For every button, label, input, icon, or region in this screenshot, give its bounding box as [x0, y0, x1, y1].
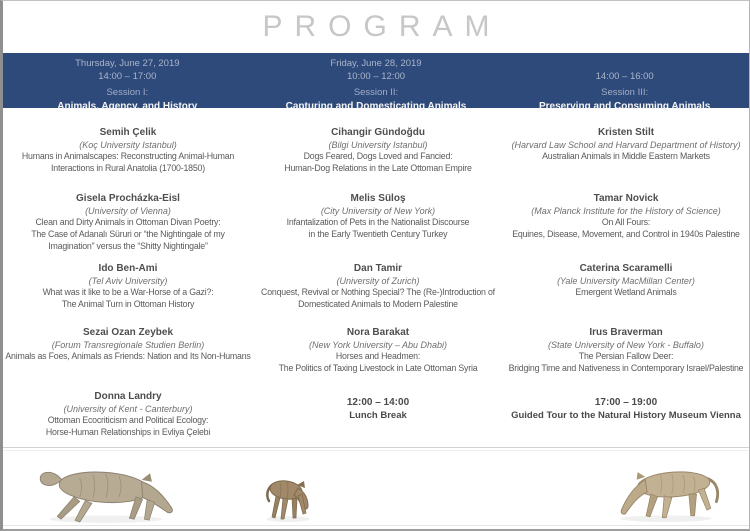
speaker-affiliation: (University of Zurich)	[336, 276, 420, 286]
talk-donna-landry: Donna Landry (University of Kent - Cante…	[3, 390, 253, 447]
speaker-affiliation: (Tel Aviv University)	[88, 276, 168, 286]
guided-tour-time: 17:00 – 19:00	[594, 397, 658, 408]
talk-title: On All Fours: Equines, Disease, Movement…	[512, 217, 740, 240]
talk-gisela-prochazka-eisl: Gisela Procházka-Eisl (University of Vie…	[3, 192, 253, 262]
speaker-affiliation: (University of Vienna)	[85, 206, 171, 216]
divider-line	[3, 525, 749, 526]
speaker-name: Sezai Ozan Zeybek	[82, 327, 174, 338]
guided-tour-label: Guided Tour to the Natural History Museu…	[511, 410, 741, 421]
program-row-5: Donna Landry (University of Kent - Cante…	[3, 390, 749, 447]
title-band: PROGRAM	[3, 1, 749, 53]
talk-sezai-ozan-zeybek: Sezai Ozan Zeybek (Forum Transregionale …	[3, 326, 253, 390]
divider-line	[3, 450, 749, 451]
session-header-bar: Thursday, June 27, 2019 14:00 – 17:00 Se…	[3, 53, 749, 112]
emaciated-dog-center-illustration	[266, 480, 310, 522]
talk-ido-ben-ami: Ido Ben-Ami (Tel Aviv University) What w…	[3, 262, 253, 326]
emaciated-dog-left-illustration	[39, 471, 173, 523]
speaker-affiliation: (Forum Transregionale Studien Berlin)	[51, 340, 205, 350]
session-label: Session III:	[601, 87, 649, 98]
speaker-affiliation: (Max Planck Institute for the History of…	[531, 206, 721, 216]
session-date: Friday, June 28, 2019	[330, 58, 422, 69]
program-row-2: Gisela Procházka-Eisl (University of Vie…	[3, 192, 749, 262]
talk-semih-celik: Semih Çelik (Koç University Istanbul) Hu…	[3, 126, 253, 192]
emaciated-dog-right-illustration	[620, 471, 720, 522]
talk-title: Australian Animals in Middle Eastern Mar…	[542, 151, 710, 162]
talk-tamar-novick: Tamar Novick (Max Planck Institute for t…	[503, 192, 749, 262]
speaker-affiliation: (City University of New York)	[320, 206, 436, 216]
talk-title: Humans in Animalscapes: Reconstructing A…	[21, 151, 235, 174]
program-grid: Semih Çelik (Koç University Istanbul) Hu…	[3, 108, 749, 447]
talk-title: Clean and Dirty Animals in Ottoman Divan…	[31, 217, 225, 251]
speaker-name: Ido Ben-Ami	[98, 263, 158, 274]
session-header-thursday: Thursday, June 27, 2019 14:00 – 17:00 Se…	[3, 58, 252, 114]
lunch-break-time: 12:00 – 14:00	[346, 397, 410, 408]
talk-title: What was it like to be a War-Horse of a …	[42, 287, 214, 310]
speaker-affiliation: (Koç University Istanbul)	[79, 140, 177, 150]
speaker-name: Donna Landry	[94, 391, 162, 402]
talk-title: Horses and Headmen: The Politics of Taxi…	[278, 351, 478, 374]
program-row-1: Semih Çelik (Koç University Istanbul) Hu…	[3, 126, 749, 192]
talk-melis-sulos: Melis Süloş (City University of New York…	[253, 192, 503, 262]
speaker-affiliation: (State University of New York - Buffalo)	[548, 340, 704, 350]
page-title: PROGRAM	[262, 10, 502, 43]
talk-title: The Persian Fallow Deer: Bridging Time a…	[508, 351, 744, 374]
speaker-name: Semih Çelik	[99, 127, 157, 138]
speaker-name: Melis Süloş	[350, 193, 406, 204]
talk-title: Animals as Foes, Animals as Friends: Nat…	[5, 351, 251, 362]
talk-irus-braverman: Irus Braverman (State University of New …	[503, 326, 749, 390]
divider-line	[3, 447, 749, 448]
session-date: Thursday, June 27, 2019	[75, 58, 180, 69]
lunch-break: 12:00 – 14:00 Lunch Break	[253, 390, 503, 447]
talk-title: Dogs Feared, Dogs Loved and Fancied: Hum…	[284, 151, 472, 174]
speaker-name: Tamar Novick	[593, 193, 659, 204]
speaker-name: Caterina Scaramelli	[579, 263, 673, 274]
speaker-affiliation: (Bilgi University Istanbul)	[328, 140, 428, 150]
program-row-4: Sezai Ozan Zeybek (Forum Transregionale …	[3, 326, 749, 390]
session-label: Session I:	[106, 87, 149, 98]
guided-tour: 17:00 – 19:00 Guided Tour to the Natural…	[503, 390, 749, 447]
session-time: 14:00 – 16:00	[595, 71, 654, 82]
speaker-name: Irus Braverman	[589, 327, 663, 338]
talk-nora-barakat: Nora Barakat (New York University – Abu …	[253, 326, 503, 390]
talk-title: Ottoman Ecocriticism and Political Ecolo…	[45, 415, 211, 438]
session-header-friday: Friday, June 28, 2019 10:00 – 12:00 Sess…	[252, 58, 501, 114]
speaker-name: Dan Tamir	[353, 263, 403, 274]
speaker-name: Nora Barakat	[346, 327, 410, 338]
program-row-3: Ido Ben-Ami (Tel Aviv University) What w…	[3, 262, 749, 326]
speaker-name: Kristen Stilt	[597, 127, 655, 138]
lunch-break-label: Lunch Break	[349, 410, 407, 421]
talk-cihangir-gundogdu: Cihangir Gündoğdu (Bilgi University Ista…	[253, 126, 503, 192]
session-date	[500, 58, 749, 71]
speaker-affiliation: (Yale University MacMillan Center)	[557, 276, 695, 286]
talk-kristen-stilt: Kristen Stilt (Harvard Law School and Ha…	[503, 126, 749, 192]
session-title: Capturing and Domesticating Animals	[285, 101, 467, 112]
talk-caterina-scaramelli: Caterina Scaramelli (Yale University Mac…	[503, 262, 749, 326]
speaker-affiliation: (University of Kent - Canterbury)	[63, 404, 193, 414]
talk-title: Conquest, Revival or Nothing Special? Th…	[261, 287, 495, 310]
session-time: 14:00 – 17:00	[98, 71, 157, 82]
speaker-affiliation: (Harvard Law School and Harvard Departme…	[511, 140, 741, 150]
speaker-name: Gisela Procházka-Eisl	[76, 193, 180, 204]
session-title: Animals, Agency, and History	[57, 101, 198, 112]
talk-title: Infantalization of Pets in the Nationali…	[286, 217, 470, 240]
session-label: Session II:	[353, 87, 399, 98]
session-header-afternoon: 14:00 – 16:00 Session III: Preserving an…	[500, 58, 749, 114]
talk-dan-tamir: Dan Tamir (University of Zurich) Conques…	[253, 262, 503, 326]
speaker-name: Cihangir Gündoğdu	[331, 127, 425, 138]
speaker-affiliation: (New York University – Abu Dhabi)	[308, 340, 448, 350]
session-title: Preserving and Consuming Animals	[538, 101, 711, 112]
talk-title: Emergent Wetland Animals	[575, 287, 677, 298]
session-time: 10:00 – 12:00	[346, 71, 406, 82]
